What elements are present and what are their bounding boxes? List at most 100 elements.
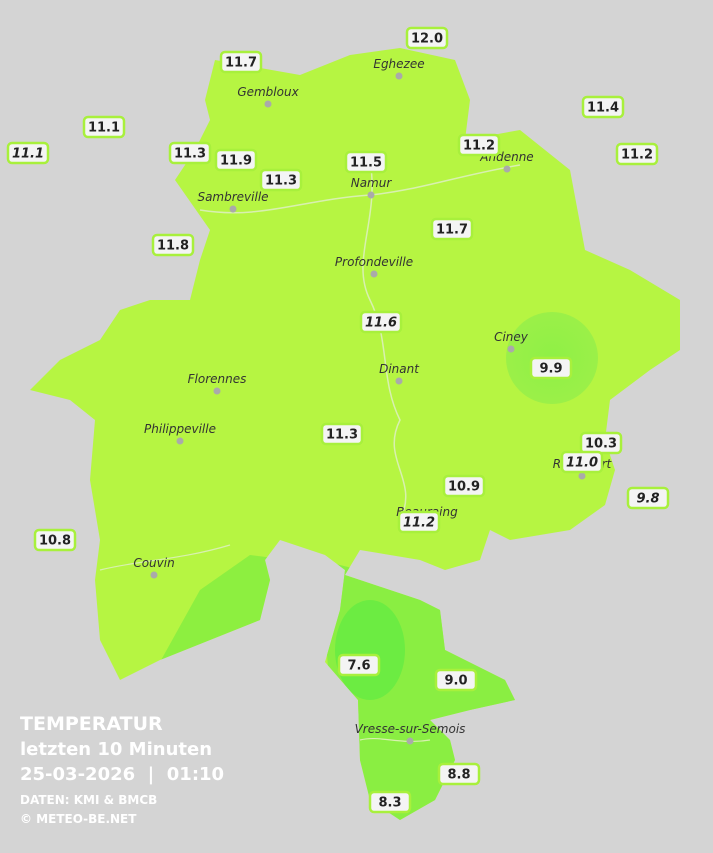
station-box: [214, 148, 258, 172]
legend-period: letzten 10 Minuten: [20, 739, 212, 760]
station-temperature: 11.0: [566, 456, 598, 471]
city-label: Philippeville: [144, 422, 216, 436]
station-temperature: 12.0: [411, 32, 443, 47]
station-temperature: 8.8: [447, 768, 470, 783]
station: 11.4: [581, 95, 625, 119]
station-box: [434, 668, 478, 692]
station-box: [560, 450, 604, 474]
station-temperature: 11.3: [174, 147, 206, 162]
station: 11.3: [320, 422, 364, 446]
station-temperature: 9.8: [636, 492, 659, 507]
city-label: Couvin: [133, 556, 174, 570]
station: 10.9: [442, 474, 486, 498]
city-label: Eghezee: [373, 57, 424, 71]
station-box: [581, 95, 625, 119]
station: 11.3: [259, 168, 303, 192]
station-temperature: 11.3: [326, 428, 358, 443]
station-box: [437, 762, 481, 786]
station-box: [359, 310, 403, 334]
station-temperature: 11.3: [265, 174, 297, 189]
station-box: [442, 474, 486, 498]
station-box: [6, 141, 50, 165]
station: 11.3: [168, 141, 212, 165]
station: 11.2: [397, 510, 441, 534]
station-temperature: 9.9: [539, 362, 562, 377]
station-temperature: 11.4: [587, 101, 619, 116]
station: 10.3: [579, 431, 623, 455]
legend-title: TEMPERATUR: [20, 713, 163, 735]
city-label: Dinant: [379, 362, 420, 376]
station-temperature: 10.3: [585, 437, 617, 452]
station-box: [430, 217, 474, 241]
city-dot: [395, 72, 403, 80]
city-dot: [503, 165, 511, 173]
station-temperature: 10.9: [448, 480, 480, 495]
city-label: Ciney: [494, 330, 529, 344]
station-temperature: 11.6: [365, 316, 397, 331]
station: 11.9: [214, 148, 258, 172]
city-dot: [264, 100, 272, 108]
station-temperature: 11.9: [220, 154, 252, 169]
station: 7.6: [337, 653, 381, 677]
station-temperature: 11.2: [621, 148, 653, 163]
station-box: [168, 141, 212, 165]
city-dot: [213, 387, 221, 395]
station-box: [529, 356, 573, 380]
station-box: [82, 115, 126, 139]
river: [99, 544, 231, 571]
station-temperature: 8.3: [378, 796, 401, 811]
river: [362, 159, 407, 521]
city-dot: [578, 472, 586, 480]
zone: [335, 600, 405, 700]
city-label: Vresse-sur-Semois: [355, 722, 466, 736]
station-box: [33, 528, 77, 552]
station: 11.1: [82, 115, 126, 139]
city-label: Profondeville: [335, 255, 413, 269]
station: 9.0: [434, 668, 478, 692]
station: 8.3: [368, 790, 412, 814]
city-label: Gembloux: [237, 85, 299, 99]
station-box: [397, 510, 441, 534]
station: 11.2: [615, 142, 659, 166]
station-box: [344, 150, 388, 174]
station: 11.1: [6, 141, 50, 165]
station-box: [626, 486, 670, 510]
station-temperature: 11.2: [403, 516, 435, 531]
station-box: [259, 168, 303, 192]
city-dot: [406, 737, 414, 745]
station-box: [219, 50, 263, 74]
station-box: [368, 790, 412, 814]
river: [359, 737, 431, 743]
station-temperature: 11.2: [463, 139, 495, 154]
city-label: Florennes: [188, 372, 247, 386]
station-box: [405, 26, 449, 50]
city-dot: [150, 571, 158, 579]
station-box: [615, 142, 659, 166]
legend-datetime: 25-03-2026 | 01:10: [20, 764, 224, 785]
station: 11.7: [430, 217, 474, 241]
city-dot: [395, 377, 403, 385]
station-box: [337, 653, 381, 677]
station: 9.9: [529, 356, 573, 380]
station-temperature: 11.5: [350, 156, 382, 171]
city-label: Sambreville: [197, 190, 268, 204]
station: 12.0: [405, 26, 449, 50]
station-temperature: 11.1: [12, 147, 44, 162]
station-temperature: 11.1: [88, 121, 120, 136]
station: 10.8: [33, 528, 77, 552]
station: 9.8: [626, 486, 670, 510]
city-dot: [507, 345, 515, 353]
station: 11.2: [457, 133, 501, 157]
station-box: [151, 233, 195, 257]
station-temperature: 11.8: [157, 239, 189, 254]
legend-source: DATEN: KMI & BMCB: [20, 793, 157, 807]
legend-copyright: © METEO-BE.NET: [20, 812, 137, 826]
city-label: Namur: [351, 176, 393, 190]
city-dot: [367, 191, 375, 199]
station: 11.5: [344, 150, 388, 174]
station-temperature: 11.7: [225, 56, 257, 71]
city-dot: [229, 205, 237, 213]
station: 8.8: [437, 762, 481, 786]
station-box: [320, 422, 364, 446]
